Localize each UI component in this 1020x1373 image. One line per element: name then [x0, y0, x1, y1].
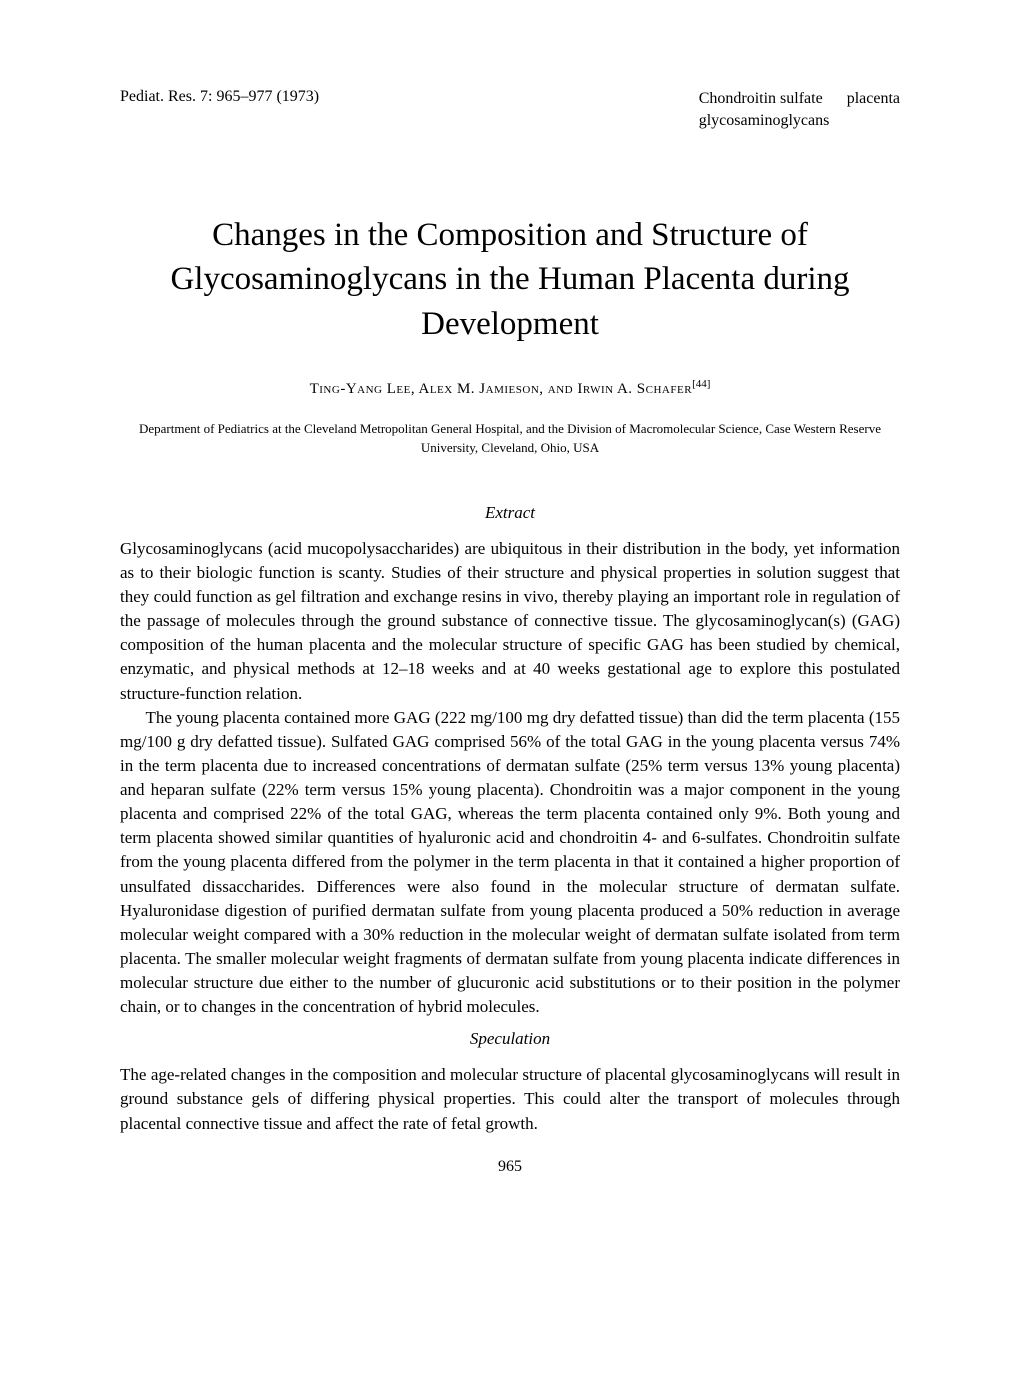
- paper-title: Changes in the Composition and Structure…: [120, 213, 900, 347]
- keywords-block: Chondroitin sulfate placenta glycosamino…: [699, 88, 900, 133]
- extract-body: Glycosaminoglycans (acid mucopolysacchar…: [120, 537, 900, 1020]
- paper-page: Pediat. Res. 7: 965–977 (1973) Chondroit…: [0, 0, 1020, 1226]
- affiliation: Department of Pediatrics at the Clevelan…: [120, 420, 900, 456]
- extract-paragraph-1: Glycosaminoglycans (acid mucopolysacchar…: [120, 537, 900, 706]
- author-ref: [44]: [692, 378, 710, 390]
- author-names: Ting-Yang Lee, Alex M. Jamieson, and Irw…: [310, 381, 692, 397]
- page-number: 965: [120, 1158, 900, 1176]
- section-heading-speculation: Speculation: [120, 1029, 900, 1049]
- keyword-line-1: Chondroitin sulfate placenta: [699, 88, 900, 110]
- speculation-paragraph-1: The age-related changes in the compositi…: [120, 1063, 900, 1135]
- speculation-body: The age-related changes in the compositi…: [120, 1063, 900, 1135]
- extract-paragraph-2: The young placenta contained more GAG (2…: [120, 706, 900, 1020]
- keyword-line-2: glycosaminoglycans: [699, 110, 900, 132]
- section-heading-extract: Extract: [120, 503, 900, 523]
- header-row: Pediat. Res. 7: 965–977 (1973) Chondroit…: [120, 88, 900, 133]
- authors-line: Ting-Yang Lee, Alex M. Jamieson, and Irw…: [120, 378, 900, 398]
- journal-citation: Pediat. Res. 7: 965–977 (1973): [120, 88, 319, 133]
